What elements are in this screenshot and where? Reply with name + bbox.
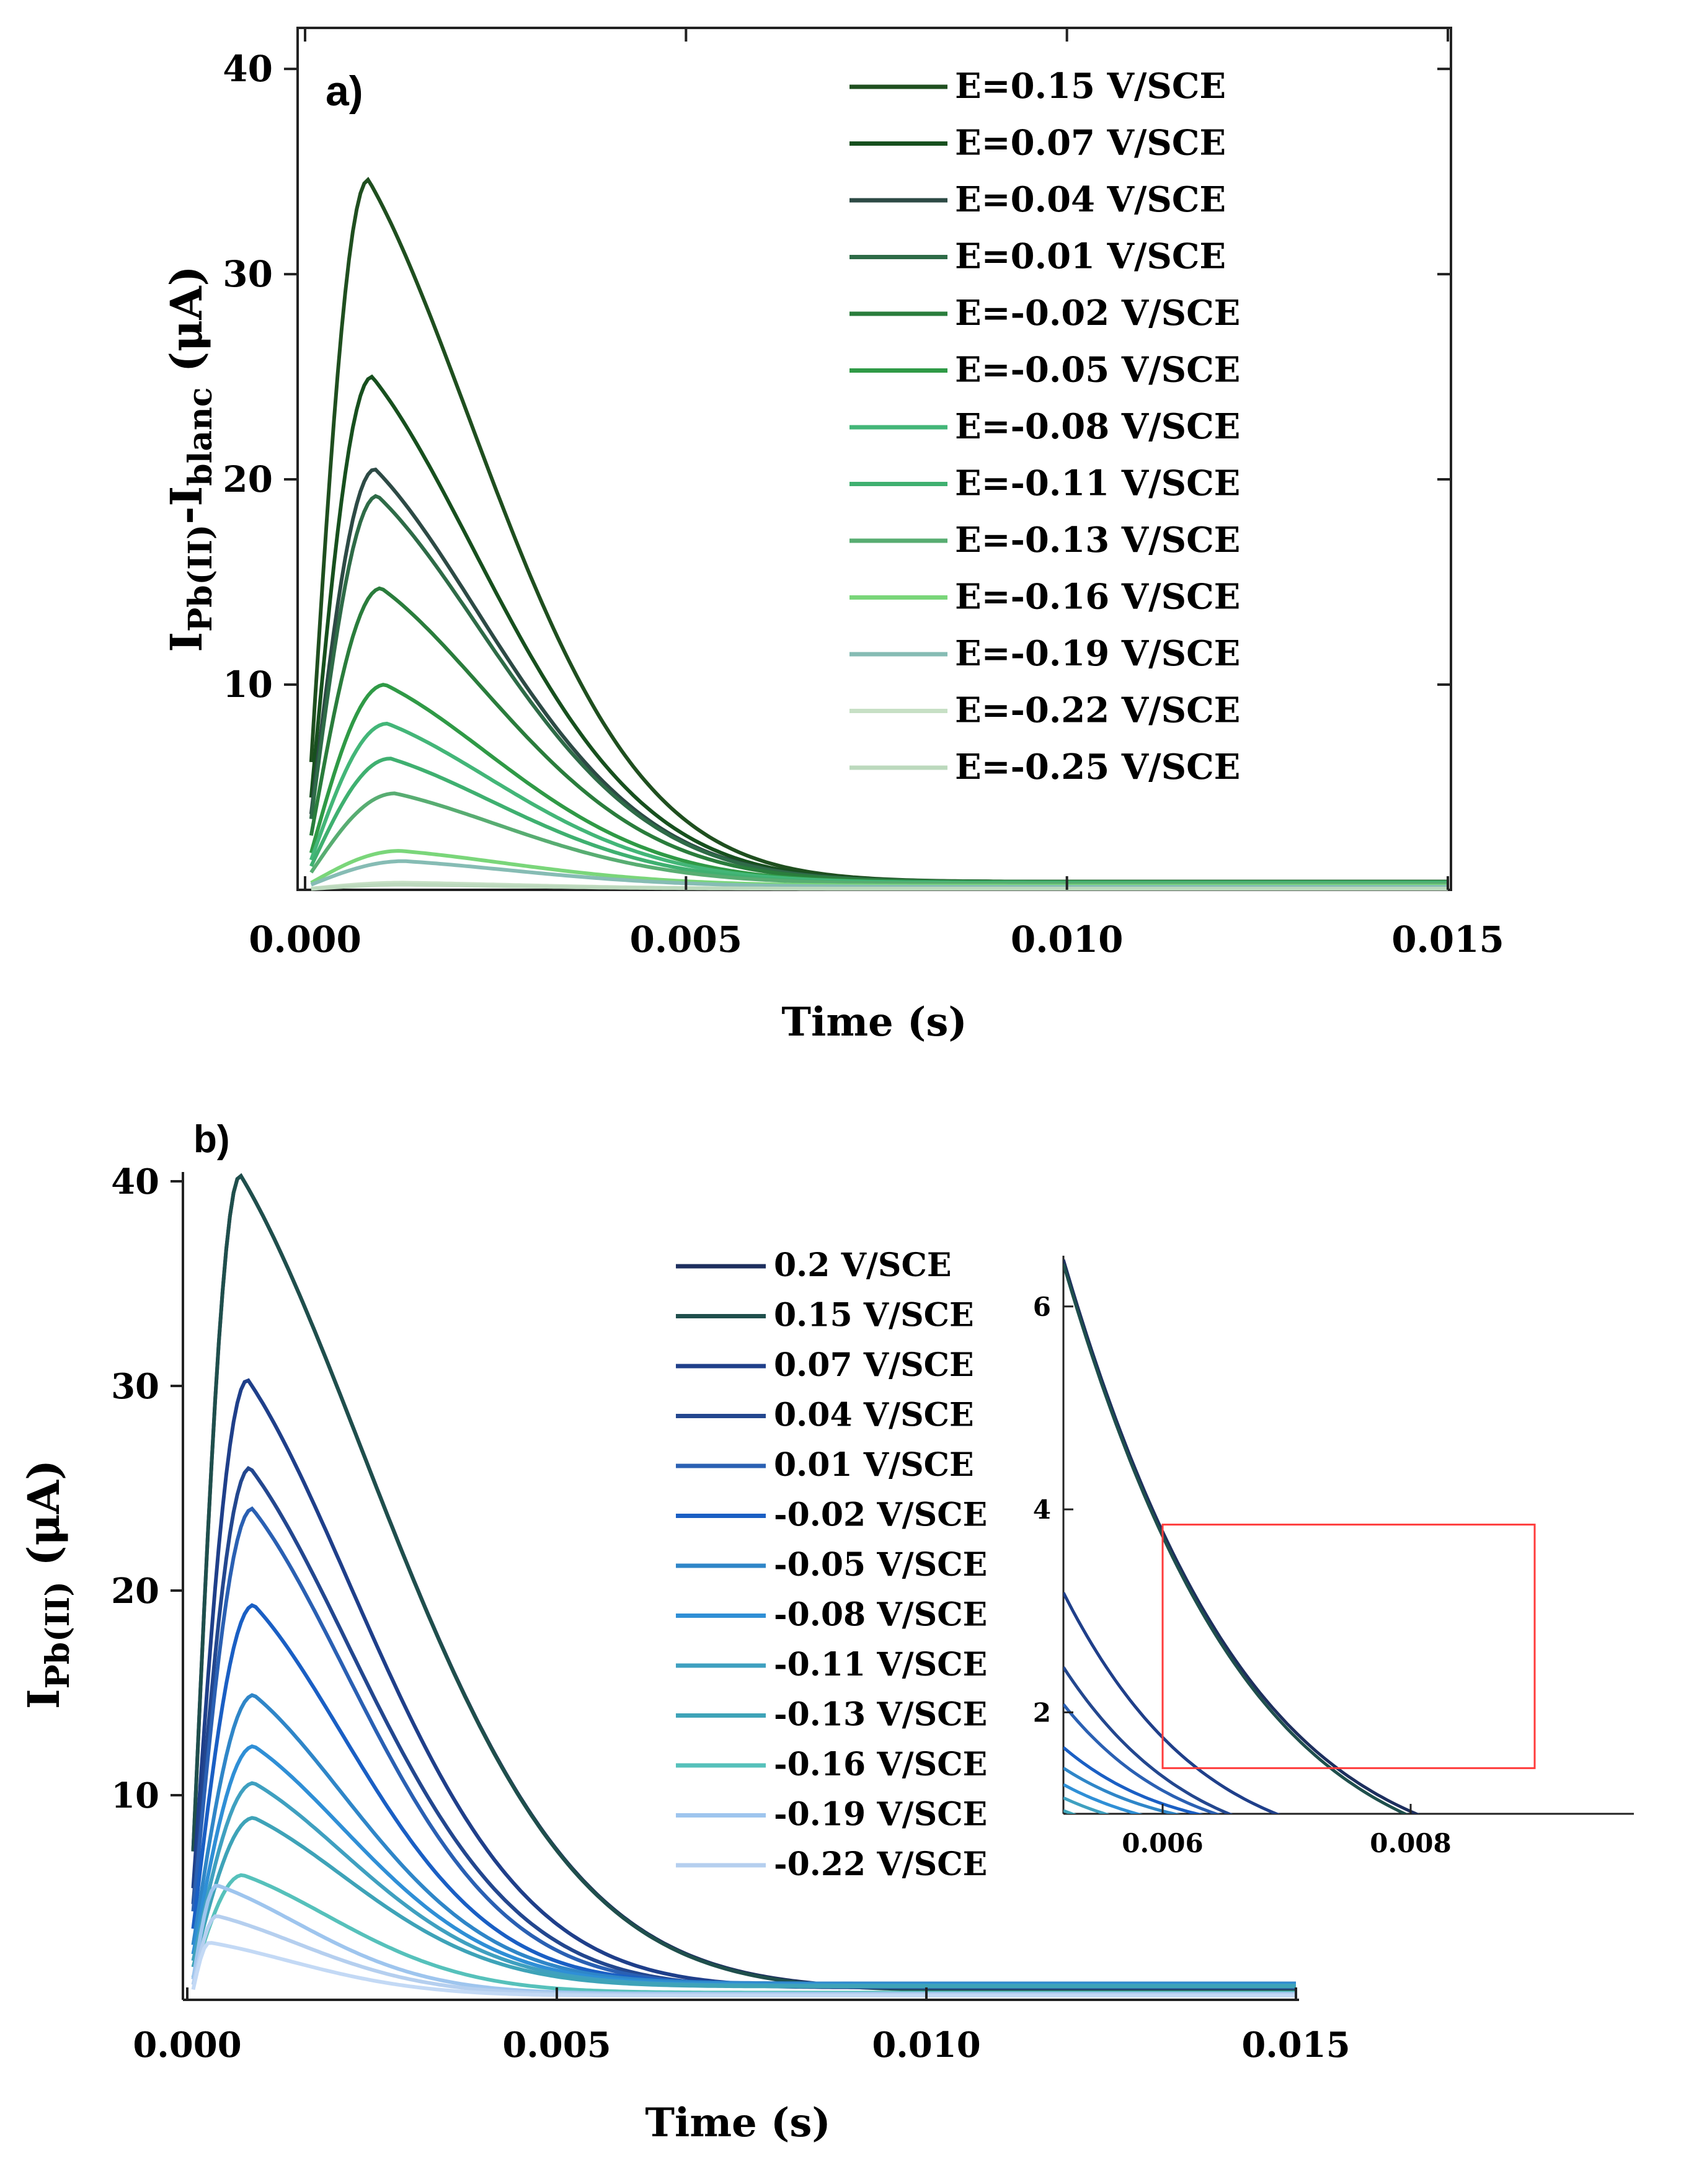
- y-tick-label-b: 10: [111, 1775, 159, 1816]
- panel-a-chart: 0.000 0.005 0.010 0.015 10 20 30 40 a) Time (s…: [161, 27, 1504, 1045]
- legend-label-b-0-05-v-sce: -0.05 V/SCE: [774, 1546, 987, 1584]
- legend-label-b-0-08-v-sce: -0.08 V/SCE: [774, 1596, 987, 1634]
- legend-label-b-0-07-v-sce: 0.07 V/SCE: [774, 1346, 974, 1384]
- legend-label-b-0-2-v-sce: 0.2 V/SCE: [774, 1246, 951, 1284]
- legend-label-a-e-0-05-v-sce: E=-0.05 V/SCE: [955, 350, 1240, 391]
- panel-a-y-axis-title: IPb(II)-Iblanc (μA): [161, 265, 220, 652]
- inset-x-tick-label: 0.006: [1122, 1828, 1204, 1858]
- x-tick-label-b: 0.010: [872, 2025, 980, 2066]
- panel-a-ylabel-mid: -I: [161, 486, 212, 525]
- panel-b-inset: 0.006 0.008 2 4 6: [1033, 1256, 1634, 1858]
- inset-line-0-05-v-sce: [1063, 1767, 1181, 1814]
- inset-line-0-02-v-sce: [1063, 1746, 1204, 1814]
- panel-b-y-ticks: 10 20 30 40: [111, 1161, 183, 1816]
- inset-line-0-15-v-sce: [1063, 1263, 1409, 1814]
- y-tick-label-a: 10: [223, 664, 273, 706]
- inset-y-tick-label: 2: [1033, 1697, 1051, 1728]
- panel-b-x-ticks: 0.000 0.005 0.010 0.015: [133, 1987, 1351, 2066]
- panel-b-ylabel-base: I: [18, 1689, 69, 1709]
- legend-label-a-e-0-13-v-sce: E=-0.13 V/SCE: [955, 520, 1240, 561]
- series-line-a-e-0-13-v-sce: [309, 791, 1448, 886]
- legend-label-a-e-0-22-v-sce: E=-0.22 V/SCE: [955, 690, 1240, 731]
- inset-line-0-04-v-sce: [1063, 1666, 1233, 1814]
- legend-label-a-e-0-16-v-sce: E=-0.16 V/SCE: [955, 577, 1240, 618]
- panel-b-legend: 0.2 V/SCE 0.15 V/SCE 0.07 V/SCE 0.04 V/SCE 0…: [676, 1246, 987, 1883]
- panel-a-ylabel-base: I: [161, 632, 212, 652]
- inset-line-0-01-v-sce: [1063, 1703, 1221, 1814]
- y-tick-label-a: 30: [223, 253, 273, 295]
- x-tick-label-b: 0.015: [1241, 2025, 1350, 2066]
- panel-a-series-lines: [309, 177, 1448, 891]
- y-tick-label-b: 20: [111, 1571, 159, 1612]
- x-tick-label-a: 0.010: [1011, 918, 1124, 961]
- panel-b-y-axis-title: IPb(II) (μA): [18, 1460, 77, 1709]
- series-line-a-e-0-25-v-sce: [311, 882, 1448, 891]
- series-line-b-0-25-v-sce-unlabeled: [191, 1941, 1296, 1998]
- legend-label-a-e-0-19-v-sce: E=-0.19 V/SCE: [955, 633, 1240, 674]
- inset-ticks: 0.006 0.008 2 4 6: [1033, 1292, 1452, 1858]
- series-line-a-e-0-19-v-sce: [310, 859, 1448, 889]
- legend-label-a-e-0-07-v-sce: E=0.07 V/SCE: [955, 123, 1226, 164]
- panel-b-chart: 0.000 0.005 0.010 0.015 10 20 30 40 b) Time (s…: [18, 1118, 1634, 2146]
- inset-line-0-07-v-sce: [1063, 1592, 1281, 1814]
- legend-label-b-0-19-v-sce: -0.19 V/SCE: [774, 1796, 987, 1834]
- legend-label-a-e-0-25-v-sce: E=-0.25 V/SCE: [955, 747, 1240, 788]
- legend-label-a-e-0-11-v-sce: E=-0.11 V/SCE: [955, 463, 1240, 504]
- x-tick-label-b: 0.005: [502, 2025, 611, 2066]
- panel-a-ylabel-sub1: Pb(II): [182, 525, 220, 632]
- y-tick-label-a: 40: [223, 48, 273, 90]
- legend-label-a-e-0-02-v-sce: E=-0.02 V/SCE: [955, 293, 1240, 334]
- panel-a-ylabel-unit: (μA): [161, 265, 212, 387]
- panel-a-y-ticks: 10 20 30 40: [223, 48, 1451, 706]
- inset-x-tick-label: 0.008: [1370, 1828, 1452, 1858]
- legend-label-b-0-16-v-sce: -0.16 V/SCE: [774, 1746, 987, 1783]
- inset-highlight-box: [1161, 1524, 1536, 1769]
- x-tick-label-a: 0.015: [1391, 918, 1504, 961]
- panel-b-series-lines: [191, 1173, 1296, 1998]
- inset-series-lines: [1063, 1259, 1421, 1814]
- y-tick-label-b: 40: [111, 1161, 159, 1202]
- panel-a-label: a): [326, 68, 363, 115]
- series-line-b-0-13-v-sce: [191, 1816, 1296, 1989]
- inset-y-tick-label: 6: [1033, 1292, 1051, 1322]
- y-tick-label-b: 30: [111, 1366, 159, 1407]
- legend-label-b-0-22-v-sce: -0.22 V/SCE: [774, 1845, 987, 1883]
- series-line-b-0-15-v-sce: [191, 1173, 1296, 1993]
- x-tick-label-a: 0.000: [249, 918, 361, 961]
- x-tick-label-a: 0.005: [630, 918, 743, 961]
- panel-a-legend: E=0.15 V/SCE E=0.07 V/SCE E=0.04 V/SCE E=0.…: [849, 66, 1240, 788]
- panel-a-x-axis-title: Time (s): [781, 999, 967, 1045]
- inset-line-0-2-v-sce: [1063, 1259, 1421, 1814]
- legend-label-a-e-0-08-v-sce: E=-0.08 V/SCE: [955, 406, 1240, 447]
- panel-b-ylabel-unit: (μA): [18, 1460, 69, 1581]
- legend-label-b-0-02-v-sce: -0.02 V/SCE: [774, 1496, 987, 1534]
- legend-label-b-0-15-v-sce: 0.15 V/SCE: [774, 1297, 974, 1334]
- legend-label-b-0-11-v-sce: -0.11 V/SCE: [774, 1646, 987, 1684]
- legend-label-b-0-13-v-sce: -0.13 V/SCE: [774, 1696, 987, 1734]
- inset-y-tick-label: 4: [1033, 1494, 1051, 1525]
- legend-label-a-e-0-04-v-sce: E=0.04 V/SCE: [955, 179, 1226, 220]
- y-tick-label-a: 20: [223, 458, 273, 500]
- legend-label-b-0-01-v-sce: 0.01 V/SCE: [774, 1446, 974, 1484]
- panel-b-x-axis-title: Time (s): [645, 2100, 830, 2146]
- panel-b-ylabel-sub1: Pb(II): [39, 1581, 77, 1689]
- x-tick-label-b: 0.000: [133, 2025, 241, 2066]
- panel-a-x-ticks: 0.000 0.005 0.010 0.015: [249, 28, 1504, 961]
- legend-label-a-e-0-01-v-sce: E=0.01 V/SCE: [955, 236, 1226, 277]
- panel-a-ylabel-sub2: blanc: [182, 388, 220, 486]
- panel-b-label: b): [193, 1118, 230, 1161]
- legend-label-b-0-04-v-sce: 0.04 V/SCE: [774, 1396, 974, 1434]
- legend-label-a-e-0-15-v-sce: E=0.15 V/SCE: [955, 66, 1226, 107]
